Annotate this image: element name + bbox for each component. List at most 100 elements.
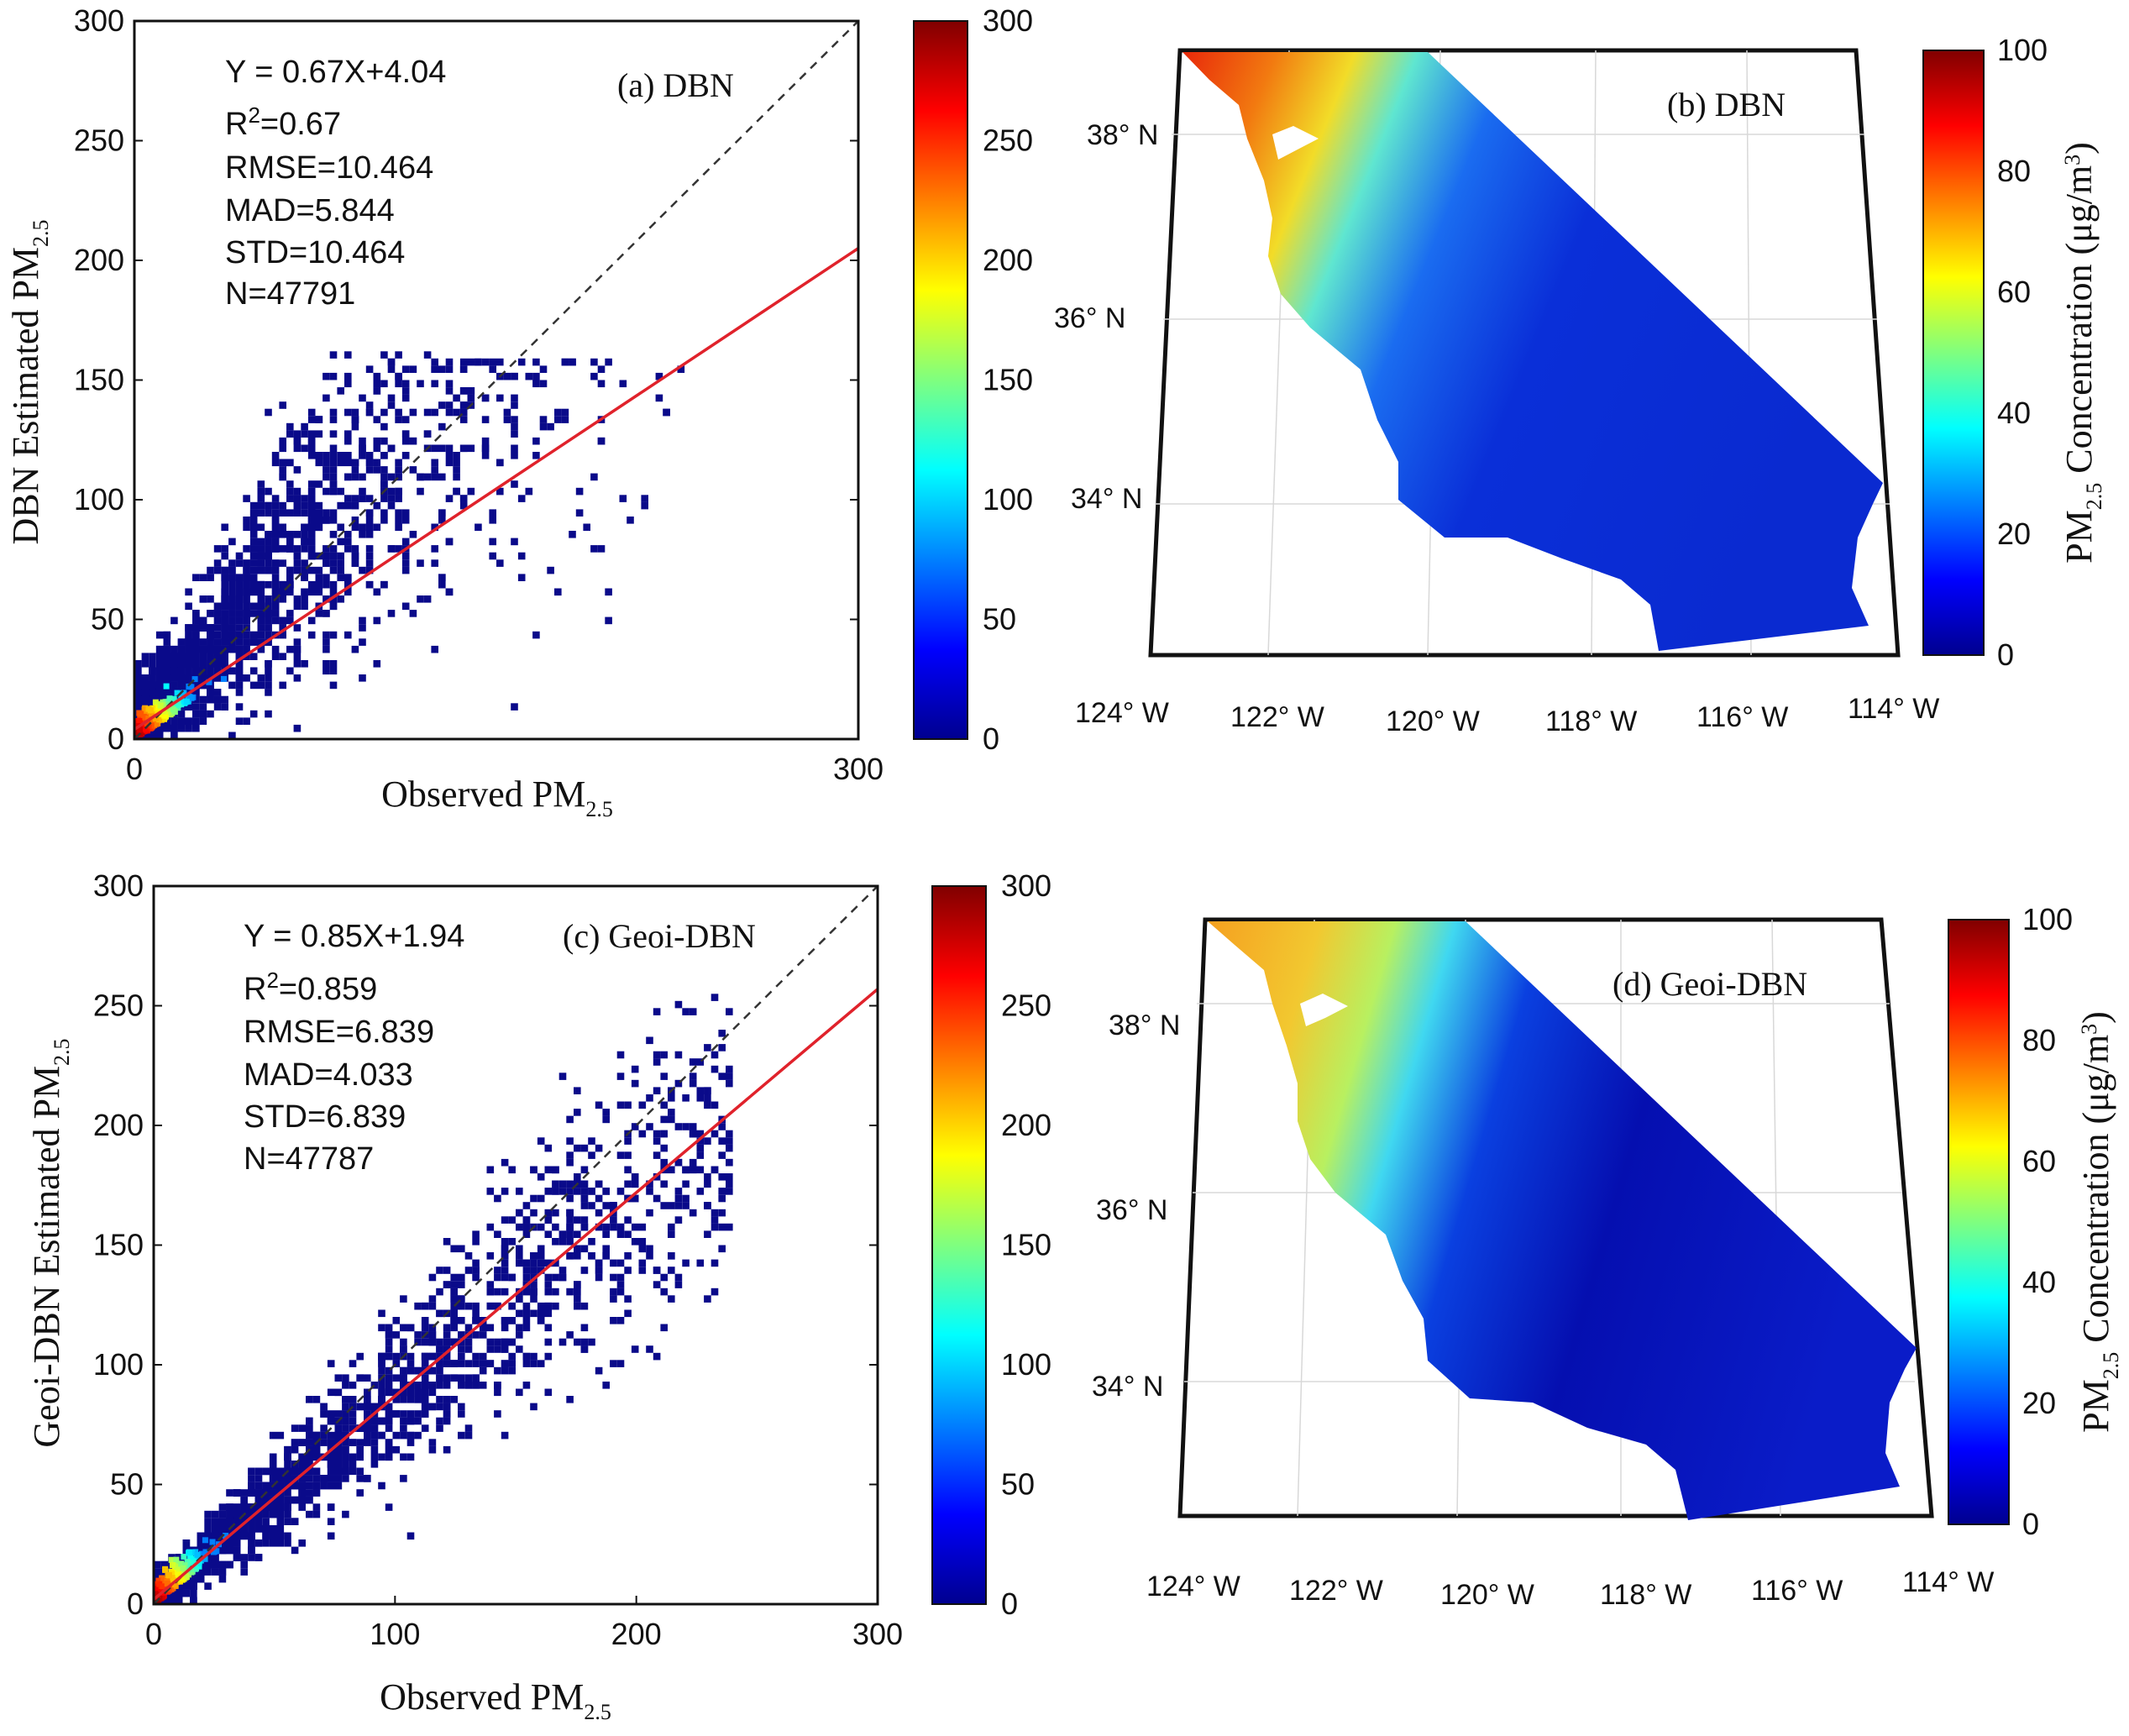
density-cell (249, 574, 258, 581)
density-cell-core (153, 721, 160, 727)
density-cell (660, 1115, 668, 1124)
n-count-a: N=47791 (225, 276, 355, 312)
density-cell (334, 1424, 343, 1432)
density-cell (417, 473, 424, 481)
density-cell (450, 1273, 458, 1282)
density-cell (291, 1445, 299, 1454)
density-cell (387, 610, 396, 617)
density-cell (464, 1345, 473, 1353)
lon-label-124-b: 124° W (1075, 697, 1169, 729)
density-cell (370, 1417, 379, 1425)
density-cell-core (196, 1560, 202, 1566)
density-cell (312, 1467, 321, 1476)
density-cell (530, 1360, 537, 1367)
density-cell (458, 1245, 465, 1253)
density-cell (574, 1295, 581, 1303)
density-cell (192, 681, 200, 690)
density-cell (221, 624, 228, 632)
density-cell (479, 1324, 487, 1332)
density-cell (539, 365, 548, 373)
density-cell (249, 545, 258, 553)
density-cell (307, 631, 316, 639)
density-cell (522, 1360, 531, 1367)
density-cell (525, 487, 533, 496)
density-cell (414, 1382, 422, 1389)
density-cell (221, 631, 228, 639)
density-cell (279, 631, 286, 639)
density-cell (322, 487, 330, 496)
colorbar-tick-label: 250 (1001, 989, 1051, 1023)
density-cell (668, 1295, 675, 1303)
density-cell (443, 1352, 451, 1361)
density-cell (387, 394, 396, 402)
density-cell (486, 1288, 495, 1296)
density-cell (395, 487, 402, 496)
x-axis-label-a: Observed PM2.5 (381, 774, 613, 821)
density-cell (431, 444, 438, 453)
density-cell (364, 1374, 371, 1382)
colorbar-tick-label: 100 (983, 482, 1033, 517)
density-cell (616, 1051, 625, 1059)
density-cell (344, 408, 352, 417)
density-cell (395, 459, 402, 467)
density-cell (392, 1445, 401, 1454)
density-cell (307, 430, 316, 438)
density-cell (459, 495, 468, 502)
density-cell (373, 523, 381, 532)
density-cell (240, 1568, 248, 1576)
density-cell (349, 1424, 357, 1432)
density-cell (349, 1453, 357, 1461)
density-cell (218, 1575, 227, 1583)
density-cell (213, 602, 222, 611)
density-cell (431, 645, 438, 653)
density-cell (365, 452, 374, 459)
density-cell (207, 667, 214, 675)
density-cell (674, 1123, 683, 1130)
density-cell (660, 1202, 668, 1209)
density-cell (293, 437, 302, 445)
density-cell (602, 1188, 610, 1195)
density-cell (312, 1489, 321, 1497)
density-cell (522, 1309, 531, 1318)
density-cell (595, 1101, 603, 1109)
density-cell (228, 624, 236, 632)
density-cell (472, 1302, 480, 1310)
density-cell (254, 1475, 263, 1482)
density-cell (436, 1360, 443, 1367)
density-cell (704, 1180, 711, 1188)
density-cell (401, 552, 410, 560)
density-cell (494, 1338, 501, 1346)
density-cell (726, 1188, 733, 1195)
density-cell (365, 545, 374, 553)
density-cell (508, 1360, 516, 1367)
density-cell (400, 1396, 407, 1403)
density-cell (298, 1439, 306, 1446)
density-cell (575, 509, 584, 517)
density-cell (254, 1539, 263, 1547)
density-cell (298, 1489, 306, 1497)
density-cell-core (202, 1549, 209, 1555)
density-cell (373, 372, 381, 380)
density-cell (226, 1489, 233, 1497)
density-cell (197, 1539, 205, 1547)
density-cell (530, 1352, 537, 1361)
lon-label-122-b: 122° W (1230, 701, 1324, 733)
density-cell (199, 653, 207, 660)
density-cell (428, 1403, 437, 1411)
density-cell (364, 1403, 371, 1411)
density-cell (257, 616, 265, 625)
density-cell (344, 351, 352, 359)
density-cell-core (137, 726, 143, 733)
density-cell (406, 1360, 415, 1367)
density-cell (726, 1065, 733, 1073)
density-cell (291, 1496, 299, 1504)
density-cell (269, 1525, 277, 1533)
density-cell (329, 602, 338, 611)
density-cell (378, 1417, 385, 1425)
density-cell (276, 1503, 285, 1511)
density-cell (207, 689, 214, 696)
density-cell (385, 1403, 393, 1411)
density-cell (279, 588, 286, 596)
density-cell (428, 1295, 437, 1303)
density-cell (221, 653, 228, 660)
